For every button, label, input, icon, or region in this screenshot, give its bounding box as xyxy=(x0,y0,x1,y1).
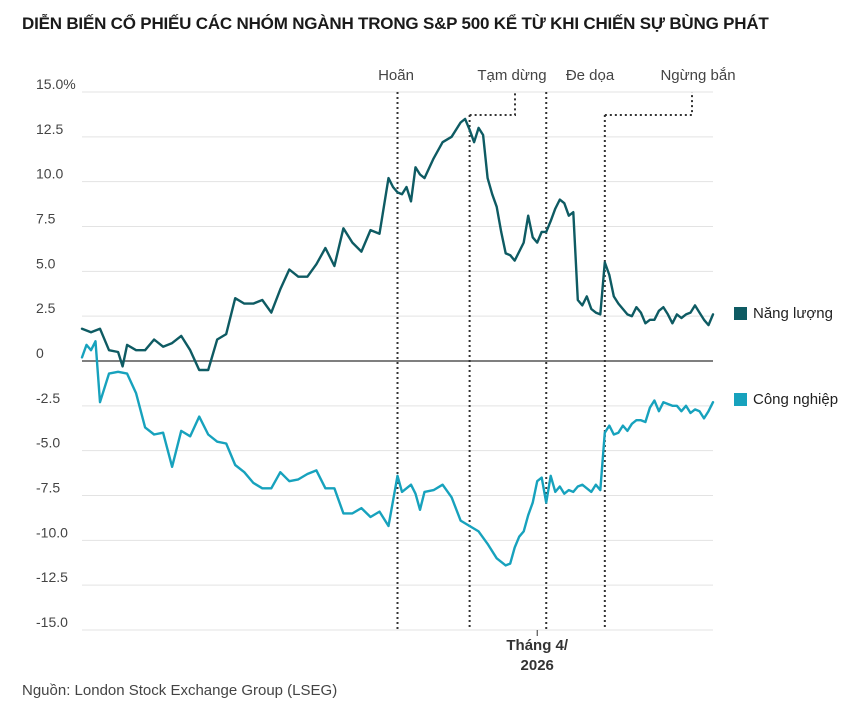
series-line-0 xyxy=(80,117,715,372)
y-tick-label: -15.0 xyxy=(36,614,68,630)
y-tick-label: -12.5 xyxy=(36,569,68,585)
y-tick-label: 0 xyxy=(36,345,44,361)
legend-swatch xyxy=(734,393,747,406)
legend-label: Công nghiệp xyxy=(753,391,838,408)
y-tick-label: 12.5 xyxy=(36,121,63,137)
source-note: Nguồn: London Stock Exchange Group (LSEG… xyxy=(22,682,338,699)
legend-swatch xyxy=(734,307,747,320)
legend: Năng lượng Công nghiệp xyxy=(734,305,838,408)
legend-label: Năng lượng xyxy=(753,305,833,322)
y-axis-ticks: 15.0% 12.5 10.0 7.5 5.0 2.5 0 -2.5 -5.0 -7.5 -10.0… xyxy=(36,76,76,630)
x-label-line1: Tháng 4/ xyxy=(506,637,569,654)
event-label: Đe dọa xyxy=(566,67,615,84)
y-tick-label: 7.5 xyxy=(36,211,56,227)
y-tick-label: -2.5 xyxy=(36,390,60,406)
event-label: Hoãn xyxy=(378,67,414,84)
x-axis-label: Tháng 4/2026 xyxy=(506,630,569,674)
event-label: Tạm dừng xyxy=(477,67,546,84)
event-label: Ngừng bắn xyxy=(660,67,735,84)
event-leader xyxy=(604,92,693,116)
series-line-1 xyxy=(80,340,715,567)
y-tick-label: -10.0 xyxy=(36,524,68,540)
y-tick-label: 10.0 xyxy=(36,166,63,182)
y-tick-label: 5.0 xyxy=(36,255,56,271)
y-tick-label: 15.0% xyxy=(36,76,76,92)
chart-title: DIỄN BIẾN CỔ PHIẾU CÁC NHÓM NGÀNH TRONG … xyxy=(22,14,769,33)
x-label-line2: 2026 xyxy=(521,657,554,674)
series-lines xyxy=(80,117,715,567)
gridlines xyxy=(82,91,713,631)
y-tick-label: -7.5 xyxy=(36,480,60,496)
y-tick-label: 2.5 xyxy=(36,300,56,316)
event-leader xyxy=(469,92,516,116)
y-tick-label: -5.0 xyxy=(36,435,60,451)
event-markers: Hoãn Tạm dừng Đe dọa Ngừng bắn xyxy=(378,67,736,630)
